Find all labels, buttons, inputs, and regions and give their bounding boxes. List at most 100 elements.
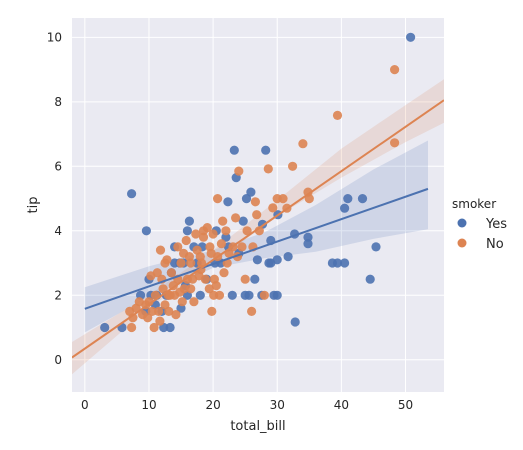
- point-no: [252, 210, 262, 220]
- point-no: [259, 290, 269, 300]
- point-no: [154, 306, 164, 316]
- legend-marker-yes: [457, 218, 467, 228]
- point-no: [173, 242, 183, 252]
- point-no: [250, 197, 260, 207]
- point-no: [152, 268, 162, 278]
- point-no: [125, 306, 135, 316]
- point-no: [390, 65, 400, 75]
- point-no: [175, 287, 185, 297]
- point-yes: [303, 232, 313, 242]
- point-yes: [343, 194, 353, 204]
- point-yes: [184, 216, 194, 226]
- point-no: [200, 274, 210, 284]
- point-yes: [252, 255, 262, 265]
- point-no: [162, 255, 172, 265]
- point-no: [263, 164, 273, 174]
- point-no: [247, 306, 257, 316]
- point-no: [155, 245, 166, 255]
- point-no: [211, 281, 221, 291]
- point-yes: [100, 322, 110, 333]
- y-tick-label: 0: [54, 353, 62, 367]
- point-no: [204, 284, 214, 294]
- point-no: [198, 232, 209, 242]
- regression-line-no: [72, 99, 444, 359]
- point-no: [268, 203, 278, 213]
- point-no: [177, 297, 187, 307]
- x-axis-label: total_bill: [230, 419, 285, 434]
- point-yes: [165, 322, 175, 333]
- legend-label-yes: Yes: [485, 217, 507, 232]
- point-yes: [357, 194, 368, 204]
- point-yes: [227, 290, 237, 300]
- point-no: [231, 213, 241, 223]
- legend-label-no: No: [486, 237, 504, 252]
- regression-lines: [72, 99, 444, 359]
- point-yes: [170, 258, 180, 268]
- point-no: [208, 229, 218, 239]
- x-tick-label: 30: [270, 398, 285, 412]
- point-no: [219, 268, 229, 278]
- point-no: [206, 248, 216, 258]
- point-yes: [241, 194, 252, 204]
- point-no: [298, 139, 308, 149]
- point-no: [143, 313, 153, 323]
- grid: [72, 18, 444, 392]
- point-no: [165, 290, 175, 300]
- point-yes: [250, 274, 260, 284]
- point-no: [155, 316, 165, 326]
- data-points: [100, 32, 416, 333]
- point-yes: [332, 258, 343, 268]
- x-tick-label: 10: [141, 398, 156, 412]
- x-tick-label: 50: [398, 398, 413, 412]
- point-yes: [223, 197, 233, 207]
- legend: smoker Yes No: [452, 197, 507, 252]
- x-tick-label: 40: [334, 398, 349, 412]
- point-no: [237, 242, 247, 252]
- regression-line-yes: [84, 187, 429, 310]
- point-no: [127, 322, 137, 333]
- point-yes: [340, 203, 350, 213]
- point-no: [188, 274, 198, 284]
- point-no: [171, 310, 181, 320]
- point-yes: [127, 189, 137, 199]
- y-tick-label: 6: [54, 159, 62, 173]
- point-yes: [182, 226, 192, 236]
- y-tick-label: 4: [54, 224, 62, 238]
- y-axis-label: tip: [26, 197, 41, 214]
- point-no: [213, 194, 223, 204]
- point-no: [218, 216, 228, 226]
- point-no: [191, 229, 201, 239]
- y-tick-label: 2: [54, 288, 62, 302]
- point-no: [221, 226, 231, 236]
- point-yes: [365, 274, 375, 284]
- point-no: [304, 194, 314, 204]
- point-yes: [290, 317, 300, 327]
- point-no: [192, 245, 202, 255]
- point-no: [272, 194, 282, 204]
- point-no: [242, 226, 252, 236]
- point-no: [332, 110, 343, 120]
- point-no: [176, 258, 186, 268]
- point-yes: [229, 145, 239, 155]
- point-yes: [406, 32, 416, 42]
- legend-marker-no: [457, 238, 467, 248]
- point-no: [149, 322, 159, 333]
- point-yes: [221, 232, 231, 242]
- y-tick-label: 10: [47, 30, 62, 44]
- point-yes: [371, 242, 381, 252]
- point-yes: [340, 258, 350, 268]
- point-no: [184, 252, 194, 262]
- point-yes: [195, 290, 205, 300]
- y-tick-label: 8: [54, 95, 62, 109]
- point-no: [181, 235, 191, 246]
- point-no: [216, 239, 226, 249]
- point-no: [147, 306, 157, 316]
- point-yes: [246, 187, 256, 197]
- point-no: [164, 306, 174, 316]
- point-no: [288, 161, 298, 171]
- point-yes: [272, 290, 282, 300]
- point-no: [390, 138, 400, 148]
- tick-labels: 0 10 20 30 40 50 0 2 4 6 8 10: [47, 30, 413, 412]
- point-yes: [261, 145, 271, 155]
